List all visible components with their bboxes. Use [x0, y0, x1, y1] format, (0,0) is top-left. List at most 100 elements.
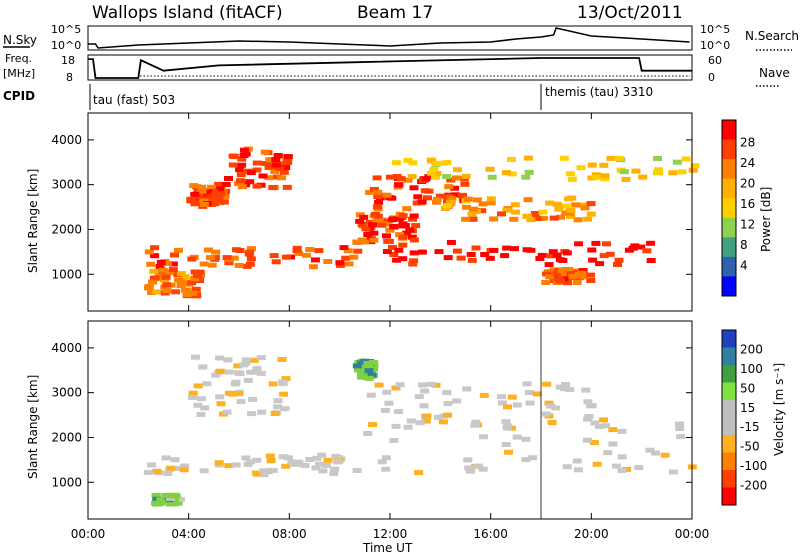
echo-cell: [230, 381, 240, 387]
echo-cell: [556, 278, 565, 284]
echo-cell: [273, 398, 283, 404]
echo-cell: [622, 466, 632, 472]
echo-cell: [432, 199, 441, 205]
echo-cell: [301, 252, 311, 258]
echo-cell: [361, 226, 371, 232]
echo-cell: [461, 216, 471, 222]
echo-cell: [193, 383, 203, 389]
echo-cell: [193, 402, 203, 408]
echo-cell: [352, 468, 362, 473]
echo-cell: [599, 162, 609, 168]
echo-cell: [180, 274, 190, 280]
echo-cell: [389, 252, 399, 257]
echo-cell: [265, 453, 275, 459]
echo-cell: [247, 411, 256, 417]
echo-cell: [417, 249, 427, 255]
echo-cell: [556, 214, 566, 220]
echo-cell: [559, 155, 569, 161]
echo-cell: [329, 470, 339, 476]
power-colorbar-label: Power [dB]: [759, 187, 773, 252]
echo-cell: [364, 368, 374, 374]
power-colorbar-swatch: [722, 139, 736, 160]
echo-cell: [156, 260, 166, 265]
power-colorbar-swatch: [722, 237, 736, 258]
echo-cell: [372, 175, 382, 181]
echo-cell: [408, 261, 418, 267]
echo-cell: [420, 388, 430, 394]
echo-cell: [241, 455, 251, 461]
echo-cell: [599, 253, 609, 259]
echo-cell: [452, 167, 462, 173]
echo-cell: [477, 208, 487, 214]
echo-cell: [414, 394, 424, 400]
echo-cell: [564, 267, 574, 272]
echo-cell: [235, 248, 245, 253]
velocity-colorbar-swatch: [722, 470, 736, 488]
echo-cell: [368, 222, 378, 228]
echo-cell: [281, 376, 291, 382]
echo-cell: [538, 209, 548, 215]
echo-cell: [211, 249, 221, 255]
velocity-colorbar-tick: 100: [740, 362, 763, 376]
echo-cell: [446, 199, 456, 205]
echo-cell: [357, 360, 367, 366]
echo-cell: [472, 197, 482, 203]
echo-cell: [380, 407, 390, 413]
echo-cell: [690, 163, 700, 169]
echo-cell: [427, 170, 436, 176]
echo-cell: [447, 195, 457, 201]
echo-cell: [688, 167, 698, 173]
echo-cell: [542, 271, 552, 277]
echo-cell: [651, 450, 660, 456]
echo-cell: [592, 461, 602, 467]
echo-cell: [179, 467, 189, 473]
echo-cell: [595, 261, 605, 267]
echo-cell: [486, 200, 496, 206]
echo-cell: [219, 194, 229, 200]
echo-cell: [180, 287, 190, 293]
echo-cell: [532, 391, 542, 397]
echo-cell: [429, 167, 439, 173]
echo-cell: [668, 469, 678, 475]
echo-cell: [234, 391, 244, 397]
echo-cell: [391, 385, 401, 391]
echo-cell: [451, 192, 460, 198]
velocity-colorbar-tick: -200: [740, 479, 767, 493]
echo-cell: [542, 381, 552, 387]
echo-cell: [654, 170, 663, 176]
echo-cell: [532, 216, 542, 221]
echo-cell: [432, 171, 442, 176]
velocity-colorbar-swatch: [722, 417, 736, 436]
freq-tick-bottom: 8: [66, 71, 73, 84]
echo-cell: [246, 170, 256, 176]
echo-cell: [369, 360, 379, 365]
echo-cell: [196, 412, 206, 417]
echo-cell: [412, 200, 422, 206]
echo-cell: [188, 395, 198, 400]
echo-cell: [578, 268, 588, 274]
echo-cell: [359, 239, 369, 245]
echo-cell: [507, 394, 517, 400]
echo-cell: [173, 247, 183, 253]
echo-cell: [500, 253, 510, 259]
echo-cell: [169, 498, 179, 504]
echo-cell: [268, 381, 278, 387]
echo-cell: [530, 211, 540, 216]
echo-cell: [398, 223, 408, 229]
echo-cell: [466, 252, 476, 257]
echo-cell: [186, 198, 196, 204]
echo-cell: [427, 158, 437, 164]
echo-cell: [215, 186, 225, 192]
echo-cell: [224, 369, 234, 375]
echo-cell: [510, 202, 520, 208]
echo-cell: [583, 416, 593, 422]
echo-cell: [381, 455, 391, 461]
echo-cell: [166, 465, 176, 471]
echo-cell: [617, 468, 627, 473]
echo-cell: [394, 247, 404, 253]
echo-cell: [283, 154, 293, 160]
velocity-colorbar-swatch: [722, 400, 736, 418]
echo-cell: [502, 170, 511, 176]
freq-unit-label: [MHz]: [3, 67, 35, 80]
echo-cell: [442, 203, 452, 209]
